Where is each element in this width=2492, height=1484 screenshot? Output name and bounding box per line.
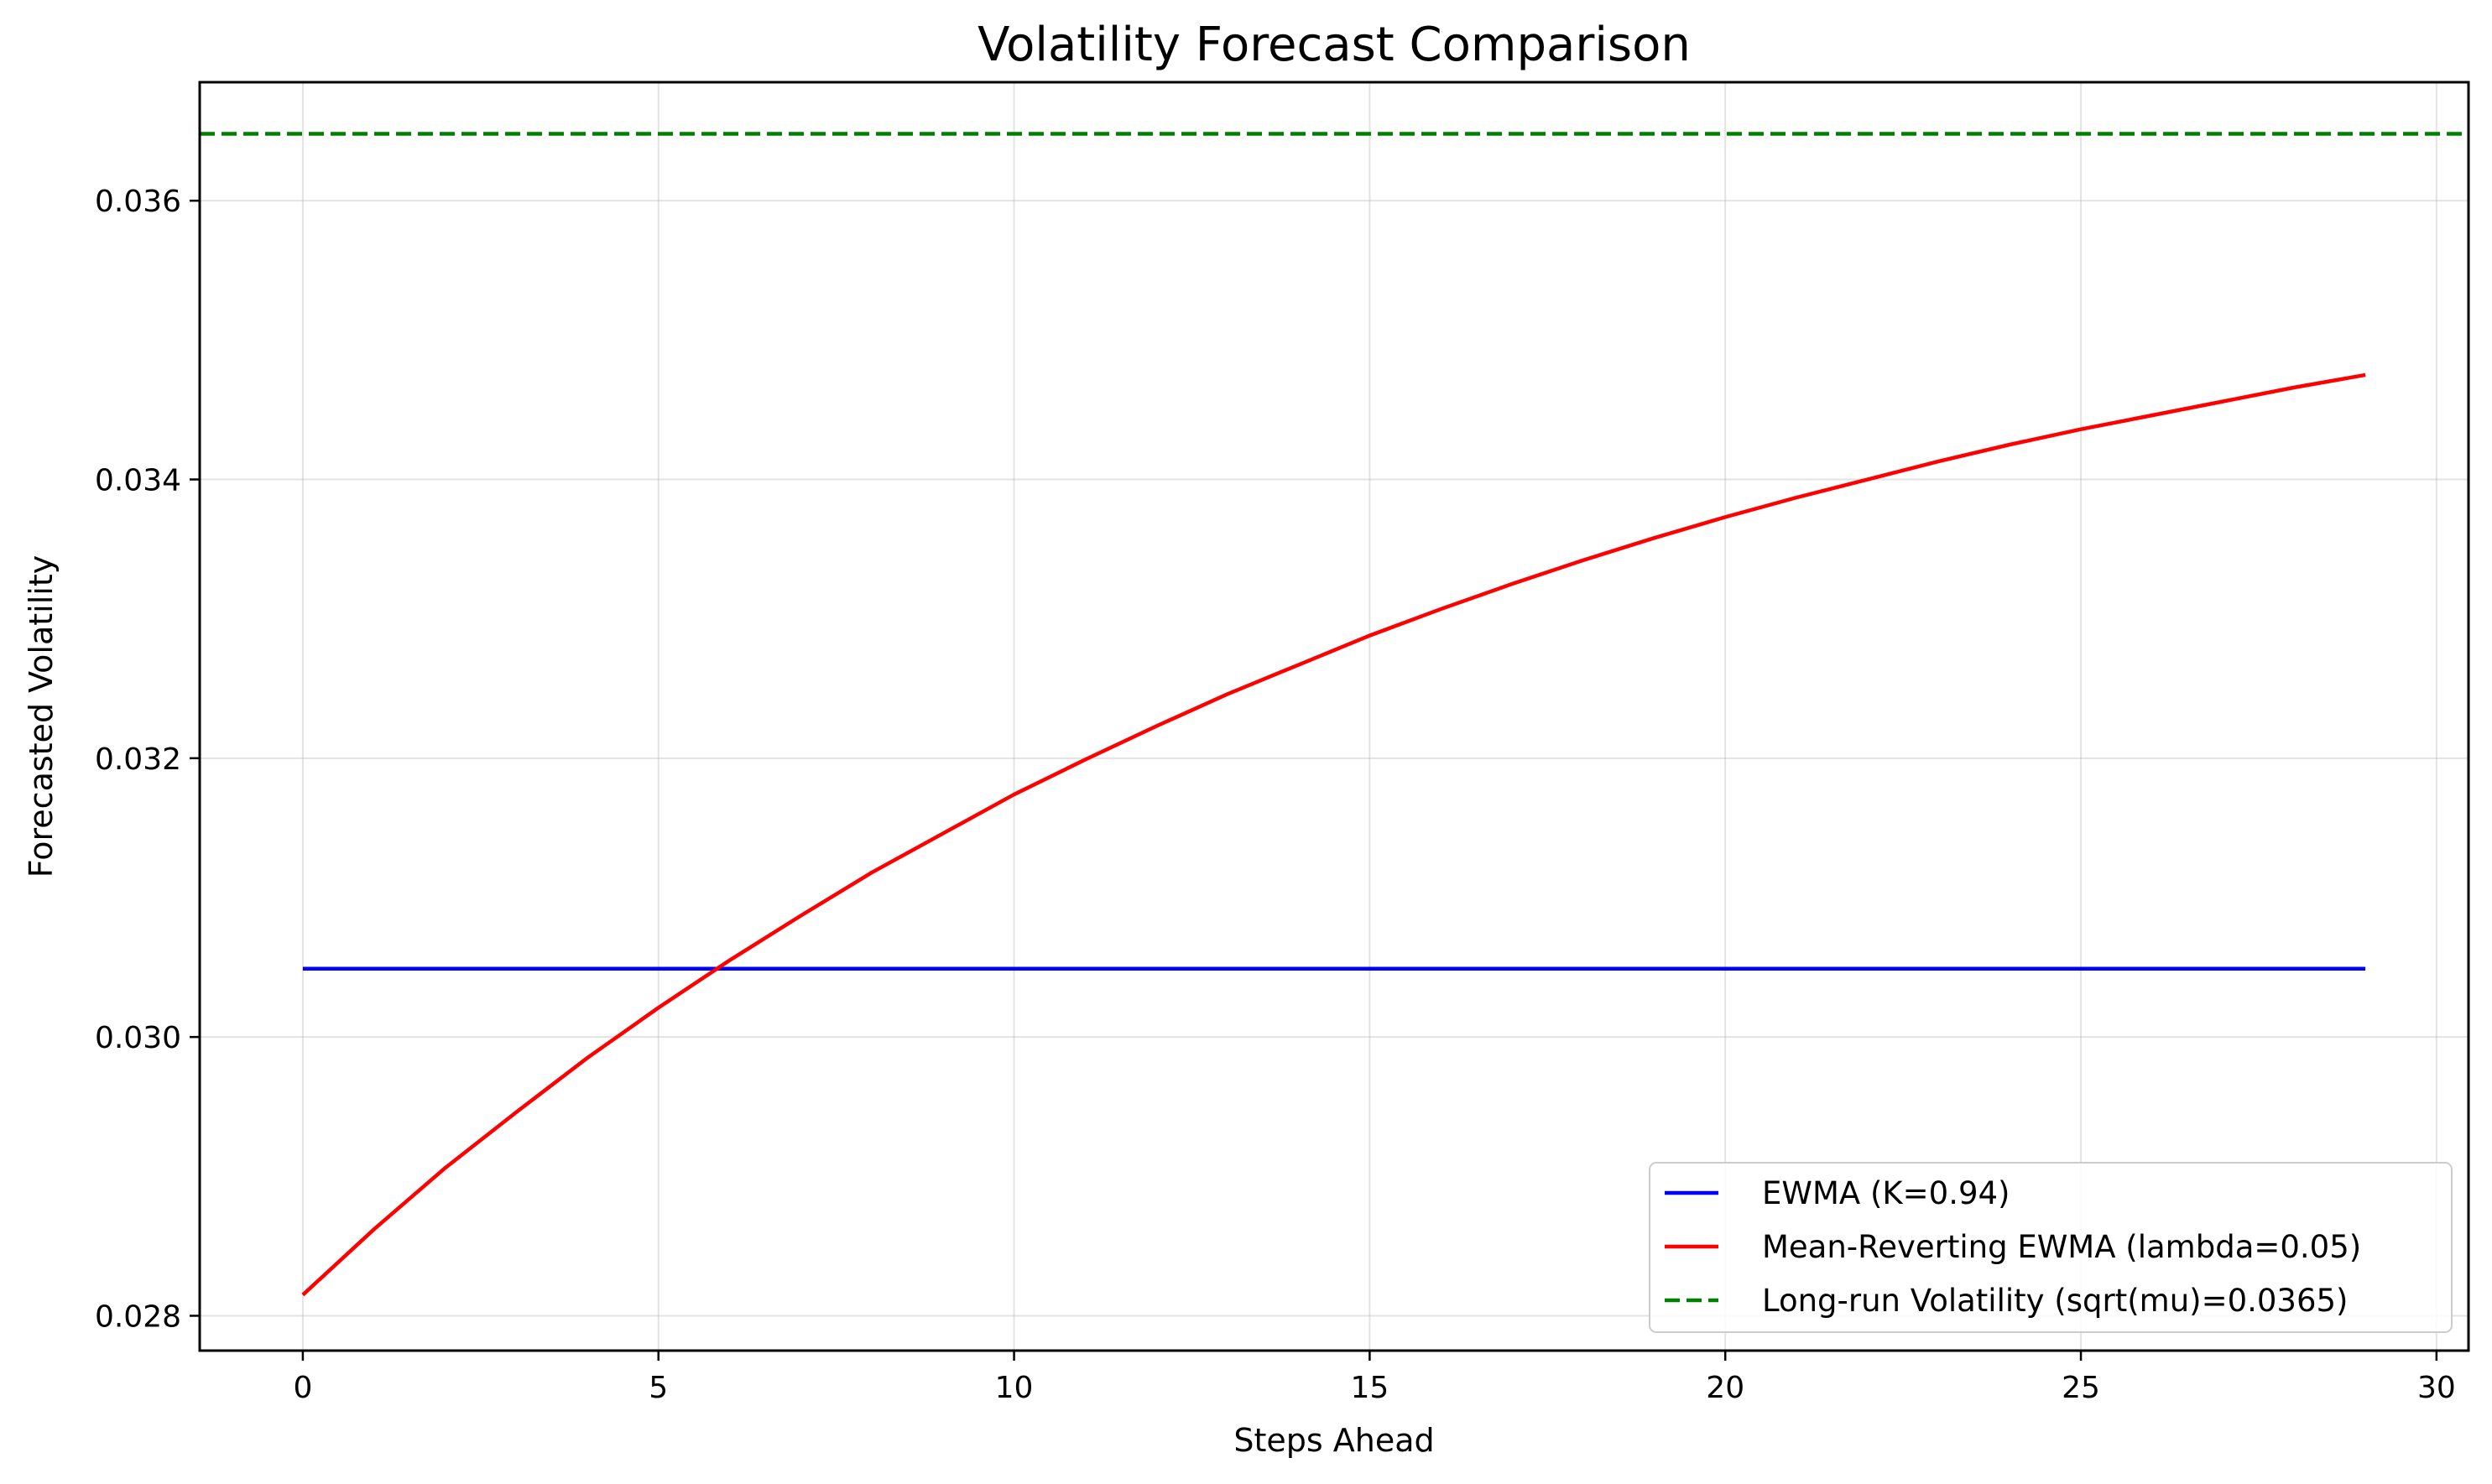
y-tick-label: 0.030 <box>95 1021 181 1055</box>
legend-box <box>1649 1162 2453 1333</box>
y-axis-ticks: 0.028 0.030 0.032 0.034 0.036 <box>95 185 200 1334</box>
legend-label-2: Mean-Reverting EWMA (lambda=0.05) <box>1762 1229 2361 1265</box>
x-axis-ticks: 0 5 10 15 20 25 30 <box>293 1351 2456 1405</box>
chart-title: Volatility Forecast Comparison <box>978 18 1691 72</box>
plot-frame <box>198 81 2470 1352</box>
x-tick-label: 0 <box>293 1371 312 1405</box>
legend-label-3: Long-run Volatility (sqrt(mu)=0.0365) <box>1762 1283 2348 1319</box>
y-tick-label: 0.036 <box>95 185 181 219</box>
legend: EWMA (K=0.94) Mean-Reverting EWMA (lambda… <box>1649 1162 2453 1333</box>
x-tick-label: 5 <box>649 1371 668 1405</box>
y-tick-label: 0.032 <box>95 742 181 777</box>
legend-label-1: EWMA (K=0.94) <box>1762 1175 2010 1211</box>
x-axis-label: Steps Ahead <box>1233 1422 1434 1459</box>
y-tick-label: 0.028 <box>95 1299 181 1334</box>
series-layer <box>200 132 2469 1297</box>
x-tick-label: 25 <box>2062 1371 2100 1405</box>
series-line-2 <box>301 372 2366 1297</box>
x-tick-label: 30 <box>2417 1371 2456 1405</box>
x-tick-label: 15 <box>1350 1371 1389 1405</box>
grid <box>200 82 2469 1351</box>
x-tick-label: 20 <box>1706 1371 1744 1405</box>
y-axis-label: Forecasted Volatility <box>23 555 60 877</box>
x-tick-label: 10 <box>995 1371 1034 1405</box>
y-tick-label: 0.034 <box>95 464 181 498</box>
